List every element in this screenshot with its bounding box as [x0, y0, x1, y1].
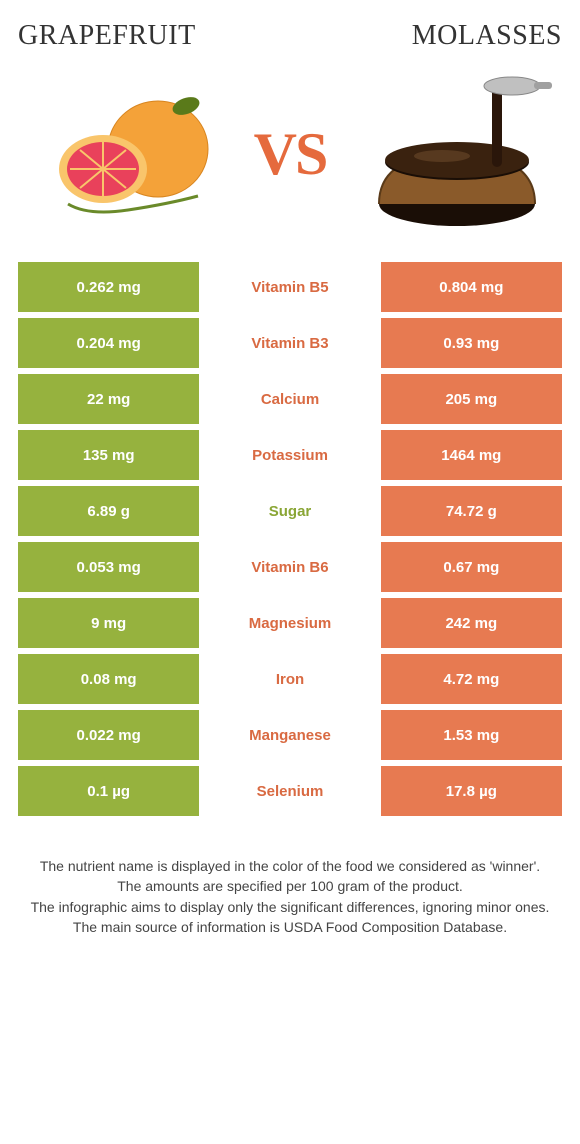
- nutrient-label: Vitamin B6: [199, 542, 380, 592]
- right-value: 1.53 mg: [381, 710, 562, 760]
- left-value: 0.022 mg: [18, 710, 199, 760]
- vs-label: VS: [254, 120, 327, 189]
- right-value: 0.93 mg: [381, 318, 562, 368]
- table-row: 9 mgMagnesium242 mg: [18, 598, 562, 648]
- footnote-line: The main source of information is USDA F…: [28, 917, 552, 937]
- nutrient-label: Vitamin B3: [199, 318, 380, 368]
- nutrient-label: Selenium: [199, 766, 380, 816]
- comparison-table: 0.262 mgVitamin B50.804 mg0.204 mgVitami…: [18, 262, 562, 816]
- table-row: 6.89 gSugar74.72 g: [18, 486, 562, 536]
- title-left: Grapefruit: [18, 20, 196, 52]
- molasses-image: [352, 74, 552, 234]
- left-value: 0.1 µg: [18, 766, 199, 816]
- right-value: 242 mg: [381, 598, 562, 648]
- right-value: 17.8 µg: [381, 766, 562, 816]
- table-row: 0.1 µgSelenium17.8 µg: [18, 766, 562, 816]
- left-value: 6.89 g: [18, 486, 199, 536]
- image-row: VS: [18, 64, 562, 244]
- table-row: 0.022 mgManganese1.53 mg: [18, 710, 562, 760]
- footnote-line: The nutrient name is displayed in the co…: [28, 856, 552, 876]
- right-value: 1464 mg: [381, 430, 562, 480]
- right-value: 4.72 mg: [381, 654, 562, 704]
- nutrient-label: Magnesium: [199, 598, 380, 648]
- nutrient-label: Vitamin B5: [199, 262, 380, 312]
- table-row: 0.08 mgIron4.72 mg: [18, 654, 562, 704]
- right-value: 205 mg: [381, 374, 562, 424]
- right-value: 74.72 g: [381, 486, 562, 536]
- title-right: molasses: [412, 20, 562, 52]
- nutrient-label: Potassium: [199, 430, 380, 480]
- table-row: 0.053 mgVitamin B60.67 mg: [18, 542, 562, 592]
- table-row: 22 mgCalcium205 mg: [18, 374, 562, 424]
- left-value: 9 mg: [18, 598, 199, 648]
- right-value: 0.67 mg: [381, 542, 562, 592]
- grapefruit-image: [28, 74, 228, 234]
- nutrient-label: Manganese: [199, 710, 380, 760]
- footnote: The nutrient name is displayed in the co…: [18, 856, 562, 937]
- nutrient-label: Iron: [199, 654, 380, 704]
- right-value: 0.804 mg: [381, 262, 562, 312]
- footnote-line: The infographic aims to display only the…: [28, 897, 552, 917]
- left-value: 0.053 mg: [18, 542, 199, 592]
- nutrient-label: Calcium: [199, 374, 380, 424]
- left-value: 0.262 mg: [18, 262, 199, 312]
- table-row: 0.262 mgVitamin B50.804 mg: [18, 262, 562, 312]
- header: Grapefruit molasses: [18, 20, 562, 52]
- left-value: 0.08 mg: [18, 654, 199, 704]
- left-value: 0.204 mg: [18, 318, 199, 368]
- table-row: 0.204 mgVitamin B30.93 mg: [18, 318, 562, 368]
- table-row: 135 mgPotassium1464 mg: [18, 430, 562, 480]
- left-value: 135 mg: [18, 430, 199, 480]
- footnote-line: The amounts are specified per 100 gram o…: [28, 876, 552, 896]
- nutrient-label: Sugar: [199, 486, 380, 536]
- left-value: 22 mg: [18, 374, 199, 424]
